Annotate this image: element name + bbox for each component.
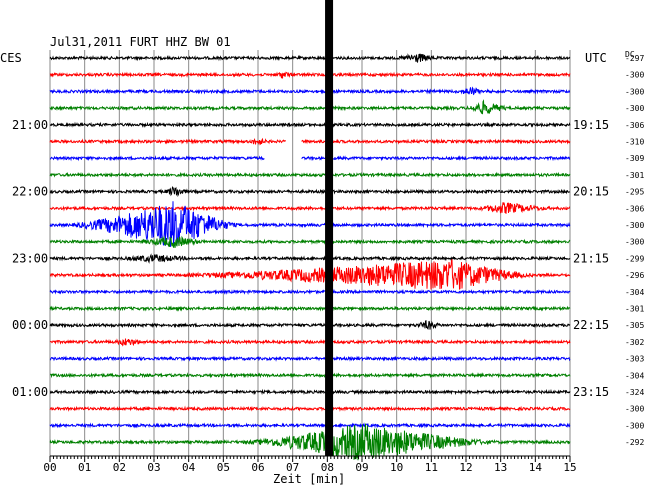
x-tick-label: 11 — [425, 461, 438, 474]
x-tick-label: 10 — [390, 461, 403, 474]
trace-row — [49, 121, 571, 129]
x-tick-label: 04 — [182, 461, 196, 474]
trace-row — [49, 86, 571, 96]
trace-row — [49, 423, 571, 461]
x-tick-label: 00 — [43, 461, 56, 474]
right-time-label: 22:15 — [573, 318, 609, 332]
trace-row — [49, 53, 571, 63]
left-time-label: 00:00 — [12, 318, 48, 332]
saturated-spike — [325, 0, 334, 456]
dc-value: -306 — [625, 204, 644, 213]
header-title: Jul31,2011 FURT HHZ BW 01 — [50, 35, 231, 49]
trace-row — [49, 155, 571, 162]
dc-value: -310 — [625, 138, 644, 147]
left-time-label: 01:00 — [12, 385, 48, 399]
trace-row — [49, 338, 571, 347]
left-time-label: 21:00 — [12, 118, 48, 132]
dc-value: -301 — [625, 171, 644, 180]
right-time-label: 19:15 — [573, 118, 609, 132]
dc-value: -303 — [625, 355, 644, 364]
x-tick-label: 14 — [529, 461, 543, 474]
dc-value: -300 — [625, 421, 644, 430]
left-time-label: 23:00 — [12, 251, 48, 265]
trace-row — [49, 388, 571, 396]
minute-grid — [49, 50, 571, 456]
dc-value: -296 — [625, 271, 644, 280]
dc-value: -300 — [625, 87, 644, 96]
right-time-label: 20:15 — [573, 185, 609, 199]
left-time-label: 22:00 — [12, 185, 48, 199]
x-tick-label: 07 — [286, 461, 299, 474]
trace-row — [49, 202, 571, 214]
trace-row — [49, 99, 571, 115]
x-tick-label: 01 — [78, 461, 91, 474]
dc-value: -295 — [625, 188, 644, 197]
trace-row — [49, 171, 571, 179]
dc-label: DC — [625, 50, 635, 59]
trace-row — [49, 235, 571, 248]
trace-row — [49, 288, 571, 295]
x-tick-label: 13 — [494, 461, 507, 474]
left-timezone-label: CES — [0, 51, 22, 65]
right-time-label: 23:15 — [573, 385, 609, 399]
x-tick-label: 06 — [251, 461, 264, 474]
dc-value: -297 — [625, 54, 644, 63]
x-tick-label: 02 — [113, 461, 126, 474]
trace-row — [49, 201, 571, 247]
x-tick-label: 12 — [459, 461, 472, 474]
x-axis-label: Zeit [min] — [273, 472, 345, 486]
trace-row — [49, 259, 571, 290]
trace-row — [49, 320, 571, 330]
dc-value: -302 — [625, 338, 644, 347]
dc-value: -299 — [625, 254, 644, 263]
dc-value: -301 — [625, 305, 644, 314]
trace-row — [49, 186, 571, 198]
x-tick-label: 09 — [355, 461, 368, 474]
trace-row — [49, 305, 571, 312]
trace-row — [49, 405, 571, 412]
trace-row — [49, 355, 571, 362]
dc-value: -306 — [625, 121, 644, 130]
right-time-label: 21:15 — [573, 251, 609, 265]
dc-value: -305 — [625, 321, 644, 330]
x-tick-label: 15 — [563, 461, 576, 474]
trace-row — [49, 137, 571, 146]
dc-value: -300 — [625, 104, 644, 113]
seismic-traces — [49, 53, 571, 461]
dc-value: -309 — [625, 154, 644, 163]
x-tick-label: 05 — [217, 461, 230, 474]
right-timezone-label: UTC — [585, 51, 607, 65]
x-tick-label: 03 — [147, 461, 160, 474]
trace-row — [49, 422, 571, 429]
overlay: 21:00 22:00 23:00 00:00 01:00 19:15 20:15 21:15… — [12, 0, 644, 474]
dc-value: -300 — [625, 71, 644, 80]
dc-value: -300 — [625, 221, 644, 230]
x-tick-label: 08 — [321, 461, 334, 474]
dc-value: -304 — [625, 288, 644, 297]
dc-value: -300 — [625, 405, 644, 414]
dc-value: -292 — [625, 438, 644, 447]
trace-row — [50, 372, 571, 379]
dc-value: -300 — [625, 238, 644, 247]
dc-value: -324 — [625, 388, 644, 397]
trace-row — [49, 71, 571, 79]
trace-row — [49, 253, 571, 264]
dc-value: -304 — [625, 371, 644, 380]
